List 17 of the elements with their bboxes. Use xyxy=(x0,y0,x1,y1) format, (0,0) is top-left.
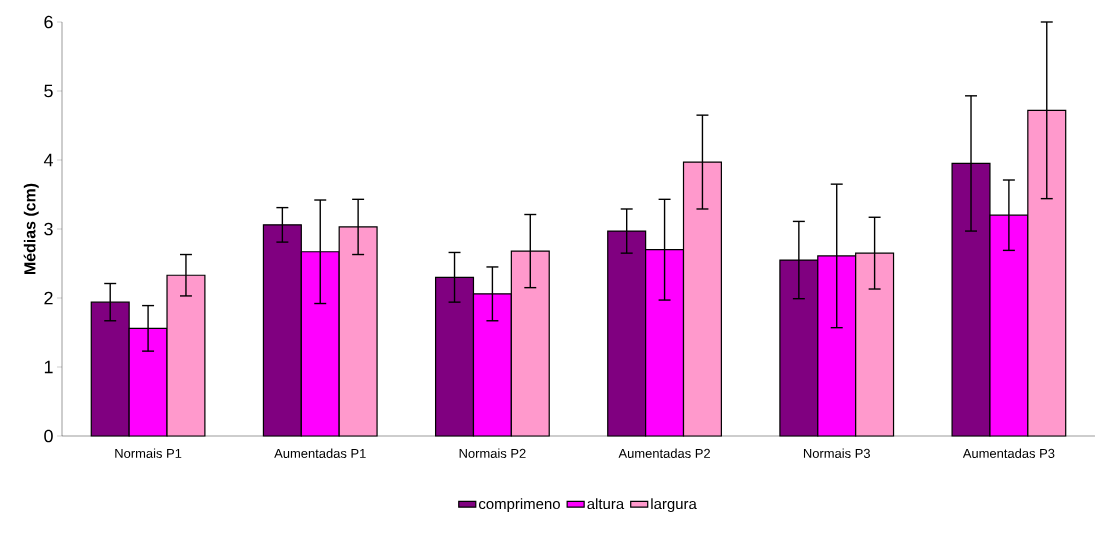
x-tick-label: Normais P1 xyxy=(115,448,182,458)
y-axis-title: Médias (cm) xyxy=(23,183,39,274)
legend-label: altura xyxy=(587,498,625,510)
legend-label: comprimeno xyxy=(478,498,560,513)
y-tick-label: 3 xyxy=(44,222,53,236)
y-tick-label: 2 xyxy=(44,291,53,305)
y-tick-label: 1 xyxy=(44,360,53,374)
legend-label: largura xyxy=(651,498,697,513)
y-tick-label: 6 xyxy=(44,15,53,29)
x-tick-label: Normais P3 xyxy=(803,448,870,458)
x-tick-label: Aumentadas P3 xyxy=(962,448,1055,458)
x-tick-label: Aumentadas P1 xyxy=(274,448,366,458)
y-tick-label: 4 xyxy=(43,153,53,167)
x-tick-label: Normais P2 xyxy=(459,448,526,458)
y-tick-label: 5 xyxy=(44,84,53,98)
x-tick-label: Aumentadas P2 xyxy=(618,448,710,458)
y-tick-label: 0 xyxy=(44,429,53,443)
